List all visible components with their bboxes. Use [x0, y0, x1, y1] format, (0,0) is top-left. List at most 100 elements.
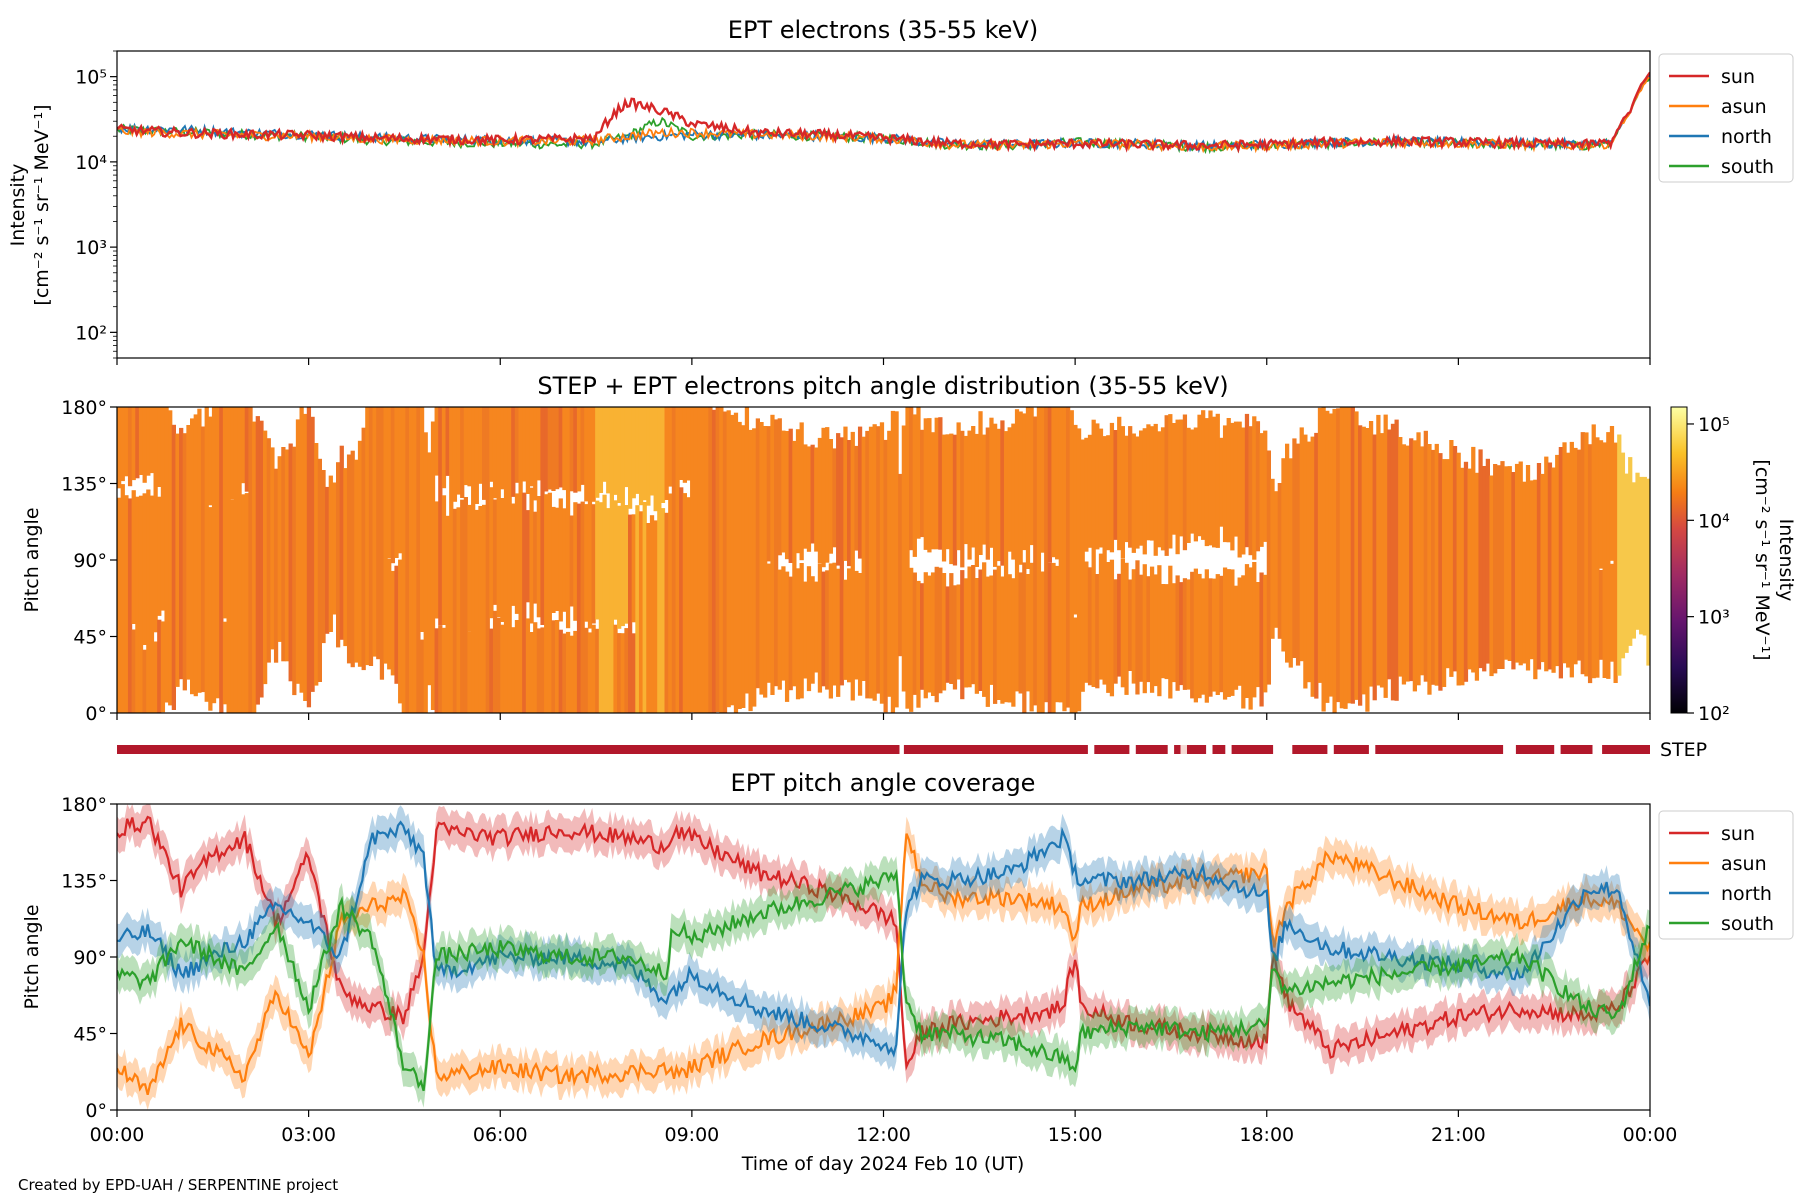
pad-cell: [142, 407, 147, 483]
pad-cell: [963, 578, 969, 688]
pad-cell: [825, 570, 830, 690]
pad-cell: [551, 506, 556, 613]
colorbar-label-line2: [cm⁻² s⁻¹ sr⁻¹ MeV⁻¹]: [1751, 459, 1773, 660]
pad-cell: [452, 508, 458, 713]
pad-cell: [1398, 437, 1403, 677]
pad-cell: [638, 511, 644, 713]
pad-cell: [646, 523, 651, 713]
pad-cell: [781, 566, 786, 681]
pad-cell: [456, 407, 461, 495]
pad-cell: [1423, 430, 1428, 682]
pad-cell: [1055, 407, 1060, 560]
pad-cell: [1233, 585, 1239, 690]
pad-cell: [456, 507, 461, 713]
pad-cell: [390, 407, 395, 564]
pad-cell: [394, 565, 399, 684]
pad-cell: [660, 407, 666, 503]
pad-cell: [828, 563, 833, 699]
legend-label-sun: sun: [1721, 66, 1755, 88]
coverage-line-asun: [117, 833, 1650, 1095]
pad-cell: [690, 407, 695, 713]
pad-cell: [876, 426, 881, 694]
pad-cell: [208, 416, 213, 506]
pad-cell: [157, 407, 162, 487]
pad-cell: [558, 498, 563, 622]
pad-cell: [281, 447, 286, 662]
pad-cell: [664, 407, 669, 500]
coverage-legend: sun asun north south: [1658, 810, 1794, 940]
pad-cell: [810, 444, 815, 544]
pad-cell: [514, 407, 520, 483]
pad-cell: [405, 407, 410, 713]
pad-cell: [503, 407, 509, 713]
pad-cell: [675, 407, 680, 713]
pad-cell: [1274, 491, 1279, 628]
pad-cell: [591, 407, 596, 502]
pad-cell: [306, 407, 312, 708]
pad-cell: [686, 407, 691, 481]
pad-cell: [679, 487, 684, 713]
pad-cell: [1157, 431, 1162, 548]
pad-cell: [788, 576, 793, 691]
pad-cell: [1124, 435, 1129, 543]
pad-cell: [1055, 565, 1060, 703]
pad-cell: [1069, 410, 1074, 713]
pad-cell: [328, 475, 333, 632]
step-segment: [1231, 745, 1274, 754]
pad-cell: [175, 433, 180, 687]
pad-cell: [1011, 423, 1016, 560]
pad-cell: [1478, 449, 1483, 669]
pad-cell: [635, 407, 640, 494]
pad-cell: [609, 407, 614, 713]
pad-cell: [843, 579, 848, 680]
pad-cell: [482, 407, 487, 500]
pad-cell: [1018, 572, 1023, 694]
pad-cell: [529, 632, 534, 713]
coverage-xtick-label: 12:00: [856, 1124, 911, 1146]
pad-cell: [1193, 427, 1198, 542]
pad-cell: [1427, 444, 1432, 695]
pad-cell: [1000, 576, 1005, 704]
pad-cell: [376, 407, 381, 660]
pad-cell: [642, 407, 647, 501]
pad-cell: [1555, 454, 1560, 667]
coverage-band-south: [117, 856, 1650, 1108]
pad-cell: [222, 621, 228, 705]
pad-cell: [117, 497, 122, 713]
pad-cell: [1394, 419, 1399, 701]
pad-cell: [1190, 571, 1195, 699]
coverage-xtick-label: 21:00: [1431, 1124, 1486, 1146]
pad-cell: [755, 418, 760, 689]
pad-cell: [149, 407, 155, 474]
pad-cell: [310, 416, 315, 692]
pad-cell: [1551, 467, 1556, 673]
pad-cell: [244, 407, 249, 492]
pad-cell: [668, 407, 673, 487]
pad-cell: [1131, 433, 1136, 553]
pad-cell: [368, 407, 374, 666]
pad-cell: [1098, 553, 1104, 680]
pad-cell: [1040, 571, 1045, 713]
pad-cell: [492, 499, 498, 605]
pad-cell: [500, 407, 505, 490]
pad-cell: [1522, 481, 1527, 664]
step-segment: [117, 745, 900, 754]
pad-cell: [1467, 468, 1472, 670]
pad-cell: [927, 575, 932, 693]
pad-cell: [1569, 441, 1574, 678]
pad-cell: [241, 407, 246, 484]
pad-cell: [153, 641, 158, 713]
pad-cell: [1241, 427, 1246, 555]
pad-cell: [722, 411, 728, 713]
pad-cell: [1376, 414, 1381, 686]
pad-cell: [887, 430, 892, 697]
pad-cell: [817, 563, 823, 693]
step-segment-faint: [1180, 745, 1187, 754]
pad-cell: [1463, 461, 1469, 682]
pad-cell: [912, 414, 917, 557]
legend-box: [1658, 810, 1794, 940]
pad-cell: [628, 407, 633, 509]
pad-cell: [1518, 461, 1523, 666]
pad-cell: [726, 410, 731, 708]
pad-cell: [799, 563, 804, 699]
